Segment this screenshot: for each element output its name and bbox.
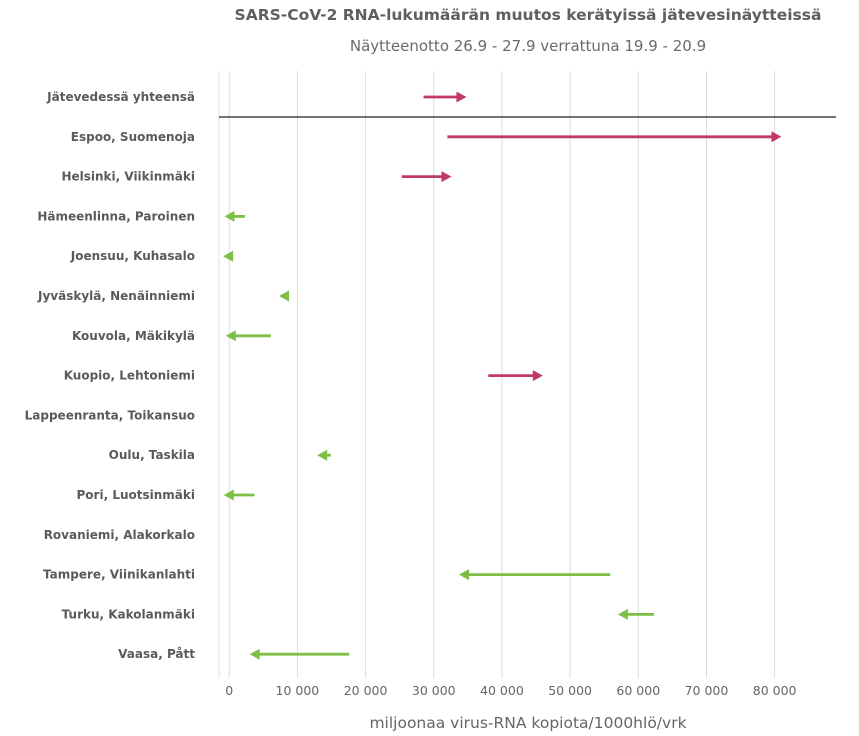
- category-label: Rovaniemi, Alakorkalo: [44, 528, 195, 542]
- x-tick-label: 70 000: [685, 683, 729, 698]
- x-tick-label: 60 000: [616, 683, 660, 698]
- x-tick-label: 80 000: [753, 683, 797, 698]
- arrow-mark: [488, 370, 543, 382]
- arrow-head: [441, 171, 452, 183]
- arrow-mark: [317, 449, 331, 461]
- arrow-head: [278, 290, 289, 302]
- category-label: Vaasa, Pått: [118, 647, 195, 661]
- x-tick-label: 50 000: [548, 683, 592, 698]
- category-label: Joensuu, Kuhasalo: [70, 249, 195, 263]
- arrow-mark: [617, 608, 654, 620]
- x-tick-labels: 0 10 000 20 000 30 000 40 000 50 000 60 000 70 …: [225, 683, 796, 698]
- gridlines: [218, 71, 776, 678]
- category-label: Helsinki, Viikinmäki: [61, 170, 195, 184]
- arrow-mark: [223, 250, 234, 262]
- category-labels: Jätevedessä yhteensä Espoo, Suomenoja Hels…: [25, 90, 196, 661]
- category-label: Pori, Luotsinmäki: [77, 488, 195, 502]
- arrows: [223, 91, 782, 660]
- arrow-head: [223, 489, 234, 501]
- arrow-mark: [223, 489, 255, 501]
- arrow-mark: [224, 210, 245, 222]
- x-tick-label: 30 000: [412, 683, 456, 698]
- arrow-mark: [278, 290, 289, 302]
- category-label: Jyväskylä, Nenäinniemi: [37, 289, 195, 303]
- arrow-mark: [423, 91, 467, 103]
- arrow-head: [458, 569, 469, 581]
- arrow-head: [249, 648, 260, 660]
- chart-subtitle: Näytteenotto 26.9 - 27.9 verrattuna 19.9…: [349, 37, 707, 55]
- x-tick-label: 0: [225, 683, 233, 698]
- arrow-head: [225, 330, 236, 342]
- x-tick-label: 40 000: [480, 683, 524, 698]
- category-label: Lappeenranta, Toikansuo: [25, 408, 195, 422]
- category-label: Espoo, Suomenoja: [71, 130, 195, 144]
- arrow-head: [532, 370, 543, 382]
- category-label: Turku, Kakolanmäki: [62, 607, 195, 621]
- category-label: Jätevedessä yhteensä: [46, 90, 195, 104]
- arrow-mark: [249, 648, 350, 660]
- x-tick-label: 10 000: [276, 683, 320, 698]
- arrow-mark: [225, 330, 271, 342]
- category-label: Oulu, Taskila: [109, 448, 195, 462]
- category-label: Kouvola, Mäkikylä: [72, 329, 195, 343]
- arrow-head: [223, 250, 234, 262]
- x-tick-label: 20 000: [344, 683, 388, 698]
- arrow-mark: [401, 171, 452, 183]
- x-axis-label: miljoonaa virus-RNA kopiota/1000hlö/vrk: [369, 714, 687, 732]
- arrow-head: [317, 449, 328, 461]
- category-label: Kuopio, Lehtoniemi: [64, 369, 195, 383]
- chart-title: SARS-CoV-2 RNA-lukumäärän muutos kerätyi…: [234, 6, 822, 24]
- arrow-head: [224, 210, 235, 222]
- arrow-head: [771, 131, 782, 143]
- arrow-head: [456, 91, 467, 103]
- arrow-mark: [447, 131, 782, 143]
- arrow-mark: [458, 569, 611, 581]
- arrow-head: [617, 608, 628, 620]
- category-label: Hämeenlinna, Paroinen: [37, 209, 195, 223]
- category-label: Tampere, Viinikanlahti: [43, 568, 195, 582]
